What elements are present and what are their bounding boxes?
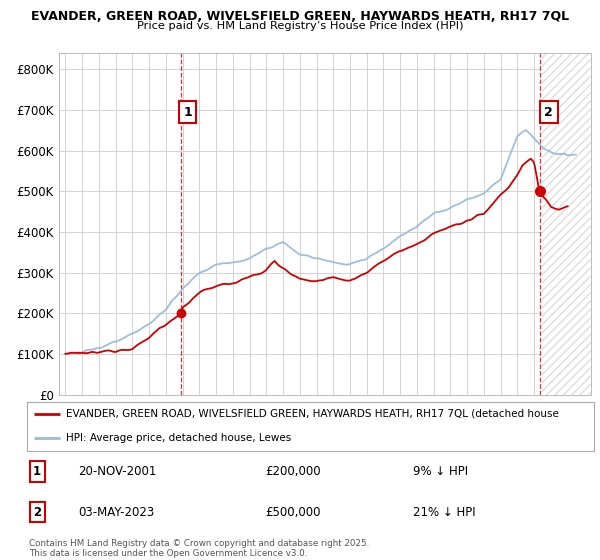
Text: 20-NOV-2001: 20-NOV-2001	[78, 465, 157, 478]
Text: 03-MAY-2023: 03-MAY-2023	[78, 506, 154, 519]
Text: 21% ↓ HPI: 21% ↓ HPI	[413, 506, 475, 519]
Text: £500,000: £500,000	[265, 506, 320, 519]
Text: 2: 2	[33, 506, 41, 519]
Text: 1: 1	[33, 465, 41, 478]
Text: £200,000: £200,000	[265, 465, 321, 478]
Text: Price paid vs. HM Land Registry’s House Price Index (HPI): Price paid vs. HM Land Registry’s House …	[137, 21, 463, 31]
Text: 1: 1	[183, 106, 192, 119]
Text: 9% ↓ HPI: 9% ↓ HPI	[413, 465, 467, 478]
Text: EVANDER, GREEN ROAD, WIVELSFIELD GREEN, HAYWARDS HEATH, RH17 7QL (detached house: EVANDER, GREEN ROAD, WIVELSFIELD GREEN, …	[65, 409, 559, 419]
Bar	[542, 53, 591, 395]
Text: EVANDER, GREEN ROAD, WIVELSFIELD GREEN, HAYWARDS HEATH, RH17 7QL: EVANDER, GREEN ROAD, WIVELSFIELD GREEN, …	[31, 10, 569, 23]
Text: Contains HM Land Registry data © Crown copyright and database right 2025.
This d: Contains HM Land Registry data © Crown c…	[29, 539, 369, 558]
Text: 2: 2	[544, 106, 553, 119]
Bar	[542, 53, 591, 395]
Text: HPI: Average price, detached house, Lewes: HPI: Average price, detached house, Lewe…	[65, 433, 291, 444]
